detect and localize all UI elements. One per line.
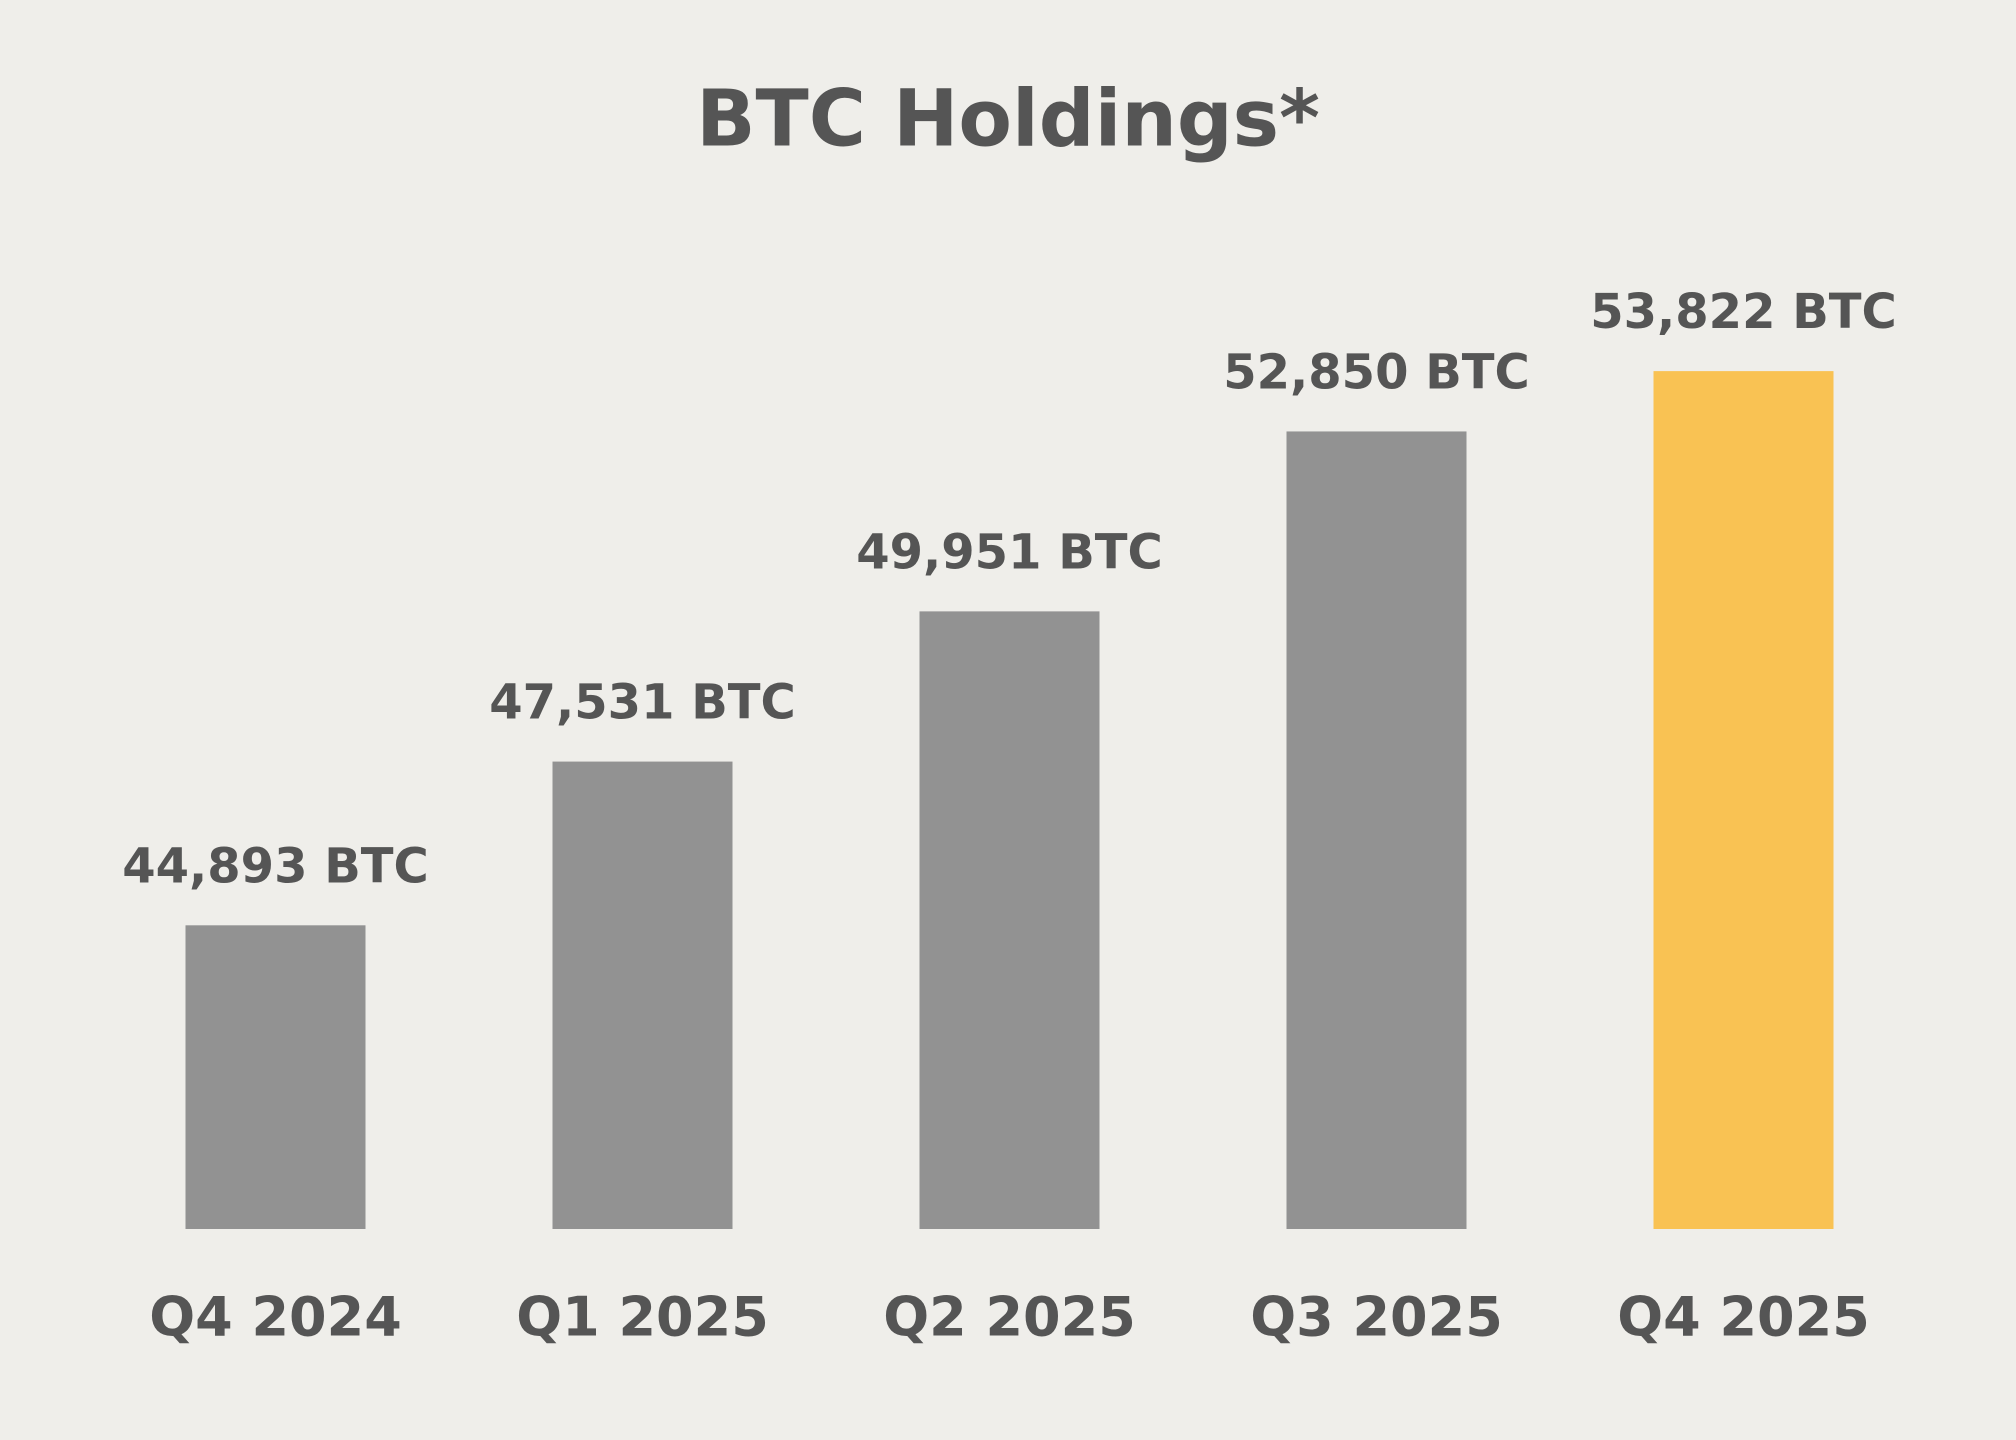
x-tick-label: Q4 2025 bbox=[1617, 1286, 1870, 1349]
value-label: 53,822 BTC bbox=[1590, 284, 1897, 340]
chart-title: BTC Holdings* bbox=[696, 74, 1320, 164]
bar bbox=[919, 611, 1100, 1229]
value-label: 47,531 BTC bbox=[489, 675, 796, 731]
bar bbox=[1653, 371, 1834, 1230]
bar bbox=[185, 925, 366, 1229]
bar bbox=[552, 761, 733, 1229]
x-tick-label: Q1 2025 bbox=[516, 1286, 769, 1349]
value-label: 49,951 BTC bbox=[856, 524, 1163, 580]
x-tick-label: Q4 2024 bbox=[149, 1286, 402, 1349]
bar bbox=[1286, 431, 1467, 1229]
value-label: 52,850 BTC bbox=[1223, 344, 1530, 400]
value-label: 44,893 BTC bbox=[122, 838, 429, 894]
x-tick-label: Q2 2025 bbox=[883, 1286, 1136, 1349]
x-tick-label: Q3 2025 bbox=[1250, 1286, 1503, 1349]
